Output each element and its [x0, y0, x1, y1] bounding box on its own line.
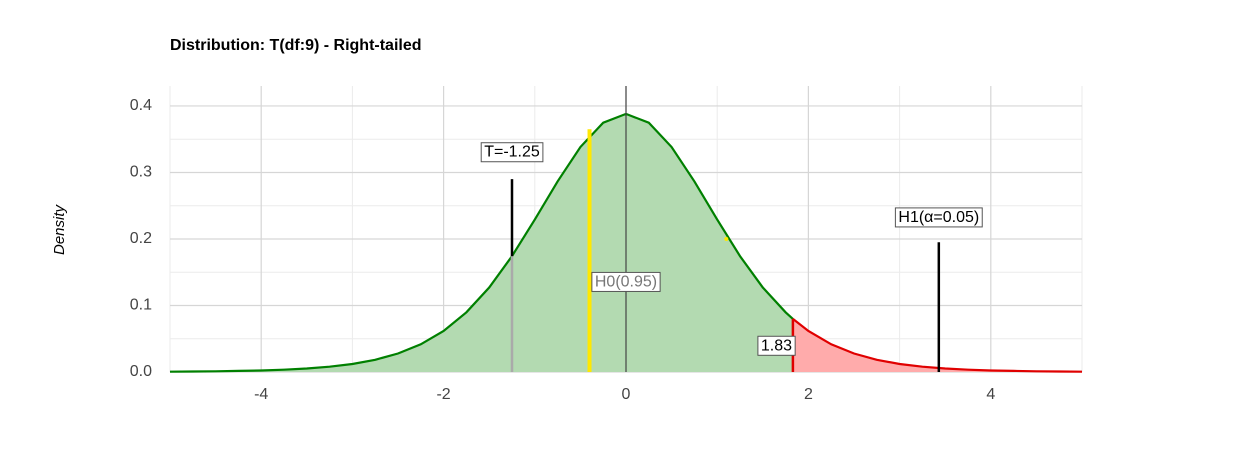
annotation-label: H1(α=0.05) [898, 209, 979, 226]
area [792, 318, 1082, 372]
x-tick-label: -4 [254, 386, 268, 403]
x-tick-label: -2 [436, 386, 450, 403]
y-tick-label: 0.3 [130, 164, 152, 181]
label-box [480, 142, 544, 163]
y-axis-label: Density [51, 203, 68, 255]
marker-point [724, 236, 729, 241]
label-box [894, 207, 983, 228]
x-tick-label: 4 [986, 386, 995, 403]
annotation-label: H0(0.95) [595, 273, 657, 290]
density-line [792, 318, 1083, 373]
y-tick-label: 0.4 [130, 97, 152, 114]
area [170, 113, 793, 373]
x-tick-label: 2 [804, 386, 813, 403]
density-line [169, 112, 794, 373]
annotation-label: T=-1.25 [484, 144, 540, 161]
annotation-label: 1.83 [761, 337, 792, 354]
chart-title: Distribution: T(df:9) - Right-tailed [170, 37, 422, 54]
label-box [757, 335, 796, 356]
x-tick-label: 0 [622, 386, 631, 403]
y-tick-label: 0.1 [130, 297, 152, 314]
y-tick-label: 0.2 [130, 230, 152, 247]
y-tick-label: 0.0 [130, 363, 152, 380]
label-box [591, 271, 661, 292]
